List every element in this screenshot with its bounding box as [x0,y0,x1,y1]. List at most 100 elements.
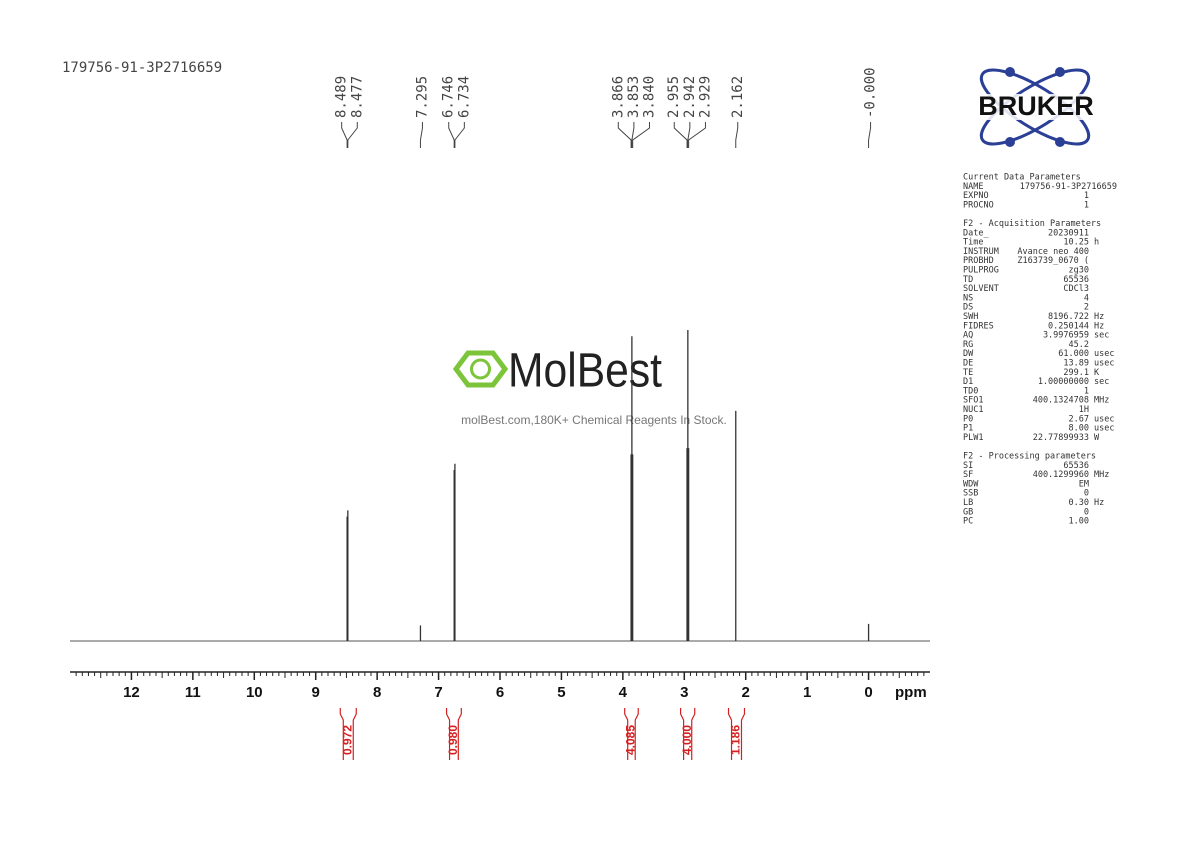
logo-text: BRUKER [978,91,1094,121]
parameter-value: 2.67 [1069,414,1089,424]
peak-connector [687,122,691,148]
peak-connector [347,122,358,148]
parameter-value: CDCl3 [1063,284,1089,294]
parameter-name: D1 [963,377,973,387]
parameter-unit: MHz [1094,470,1109,480]
peak-label: 2.942 [682,76,698,118]
parameter-name: SF [963,470,973,480]
parameter-value: 1.00000000 [1038,377,1089,387]
integral-label: 4.000 [680,725,694,755]
parameter-name: SWH [963,312,978,322]
peak-connector [632,122,650,148]
parameter-unit: Hz [1094,498,1104,508]
peak-label: -0.000 [863,67,879,118]
parameter-unit: sec [1094,331,1109,341]
watermark-title: MolBest [508,345,662,398]
integral-bracket [680,708,696,760]
integral-bracket [624,708,639,760]
parameter-unit: usec [1094,349,1114,359]
logo: BRUKER [958,67,1114,147]
parameter-name: DS [963,303,973,313]
parameter-unit: Hz [1094,321,1104,331]
parameter-value: 0 [1084,489,1089,499]
integral-label: 0.972 [340,725,354,755]
parameter-section-title: Current Data Parameters [963,173,1081,183]
parameter-name: PC [963,517,973,527]
peak-label: 2.929 [697,76,713,118]
peak-label: 8.477 [349,76,365,118]
parameter-value: 400.1299960 [1033,470,1089,480]
parameter-name: Date_ [963,228,989,238]
parameter-value: 1 [1084,386,1089,396]
parameter-value: 400.1324708 [1033,396,1089,406]
parameter-value: EM [1079,479,1089,489]
parameter-section-title: F2 - Processing parameters [963,452,1096,462]
parameter-value: 8196.722 [1048,312,1089,322]
peak-label: 3.840 [641,76,657,118]
parameter-name: RG [963,340,973,350]
parameter-name: P0 [963,414,973,424]
peak-label: 7.295 [414,76,430,118]
parameter-value: 13.89 [1063,359,1089,369]
peak-label: 2.955 [666,76,682,118]
watermark: MolBest molBest.com,180K+ Chemical Reage… [452,345,727,427]
parameter-name: PLW1 [963,433,983,443]
parameter-unit: Hz [1094,312,1104,322]
x-tick-label: 0 [864,684,872,701]
parameter-value: Avance neo 400 [1017,247,1089,257]
parameter-value: 65536 [1063,461,1089,471]
integral-label: 1.186 [729,725,743,755]
integral-label: 4.085 [624,725,638,755]
watermark-subtitle: molBest.com,180K+ Chemical Reagents In S… [461,413,727,427]
parameter-name: WDW [963,479,979,489]
integral-label: 0.980 [446,725,460,755]
peak-connector [454,122,465,148]
parameter-value: 65536 [1063,275,1089,285]
peak-label: 3.853 [626,76,642,118]
parameter-value: 1.00 [1069,517,1089,527]
peak-label: 6.734 [456,76,472,118]
integral-bracket [727,708,746,760]
parameter-name: PROCNO [963,200,994,210]
parameter-name: EXPNO [963,191,989,201]
parameter-name: PROBHD [963,256,994,266]
x-axis-label: ppm [895,684,927,701]
peak-label: 8.489 [334,76,350,118]
parameter-value: Z163739_0670 ( [1017,256,1089,266]
x-tick-label: 9 [312,684,320,701]
parameter-section-title: F2 - Acquisition Parameters [963,219,1101,229]
parameter-unit: MHz [1094,396,1109,406]
parameter-value: 61.000 [1058,349,1089,359]
parameter-value: 1 [1084,200,1089,210]
peak-connector [448,122,455,148]
x-tick-label: 12 [123,684,140,701]
parameter-value: 20230911 [1048,228,1089,238]
parameter-unit: usec [1094,359,1114,369]
parameter-value: 22.77899933 [1033,433,1089,443]
x-tick-label: 8 [373,684,381,701]
parameter-name: TD [963,275,973,285]
parameter-value: 8.00 [1069,424,1089,434]
parameter-value: 3.9976959 [1043,331,1089,341]
parameter-name: AQ [963,331,973,341]
peak-connector [419,122,423,148]
x-tick-label: 5 [557,684,565,701]
parameter-name: NS [963,293,973,303]
parameter-name: PULPROG [963,266,999,276]
parameter-unit: W [1094,433,1100,443]
parameter-value: 1 [1084,191,1089,201]
parameter-value: 2 [1084,303,1089,313]
x-tick-label: 3 [680,684,688,701]
title: 179756-91-3P2716659 [62,60,222,76]
parameter-value: 4 [1084,293,1089,303]
parameter-value: 299.1 [1063,368,1089,378]
parameter-name: P1 [963,424,973,434]
parameter-name: SSB [963,489,978,499]
parameter-name: DW [963,349,974,359]
parameter-value: 0.30 [1069,498,1089,508]
parameter-value: zg30 [1069,266,1089,276]
parameter-unit: h [1094,238,1099,248]
